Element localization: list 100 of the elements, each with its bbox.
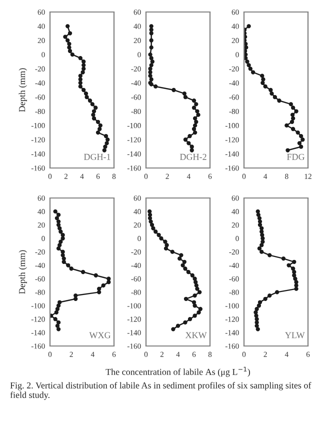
point (84, 95, 89, 100)
point (164, 243, 169, 248)
point (66, 24, 70, 28)
point (190, 273, 194, 278)
point (60, 236, 65, 240)
point (106, 280, 111, 284)
point (90, 102, 94, 106)
point (292, 260, 296, 264)
point (149, 63, 154, 68)
point (54, 310, 58, 314)
point (56, 212, 61, 217)
point (66, 263, 70, 268)
point (294, 286, 298, 291)
point (297, 141, 302, 146)
point (198, 290, 202, 294)
point (80, 270, 86, 274)
point (62, 260, 66, 264)
annotation: YLW (285, 332, 305, 338)
point (260, 232, 264, 238)
point (263, 84, 268, 89)
point (163, 240, 168, 244)
annotation: DGH-1 (84, 154, 110, 160)
point (182, 260, 186, 264)
annotation: FDG (287, 154, 305, 160)
point (150, 60, 154, 64)
point (148, 219, 153, 224)
point (196, 112, 200, 117)
point (246, 24, 251, 28)
point (94, 273, 98, 278)
point (82, 66, 86, 71)
point (256, 209, 260, 214)
point (82, 60, 86, 64)
point (268, 88, 273, 92)
point (96, 290, 102, 294)
point (284, 123, 289, 128)
point (148, 52, 152, 57)
point (156, 232, 161, 238)
point (149, 24, 154, 28)
point (149, 56, 154, 60)
point (53, 317, 58, 322)
point (154, 230, 158, 234)
point (281, 256, 286, 261)
point (149, 31, 154, 36)
point (104, 141, 109, 146)
point (254, 306, 259, 312)
point (98, 126, 102, 132)
point (261, 77, 266, 82)
point (290, 120, 294, 124)
point (68, 31, 72, 36)
point (96, 120, 100, 124)
point (260, 74, 264, 78)
point (194, 102, 198, 106)
point (154, 84, 158, 89)
point (56, 327, 61, 332)
point (92, 109, 96, 114)
point (178, 256, 182, 261)
point (272, 95, 278, 100)
point (183, 320, 188, 325)
point (101, 283, 106, 288)
point (268, 253, 272, 258)
point (258, 222, 262, 227)
point (82, 88, 86, 92)
point (260, 250, 264, 254)
point (67, 45, 72, 50)
point (50, 314, 54, 318)
point (184, 296, 188, 301)
point (248, 66, 252, 71)
point (190, 144, 194, 149)
point (260, 80, 265, 85)
point (257, 216, 262, 220)
point (198, 306, 202, 312)
point (257, 246, 262, 251)
point (149, 45, 154, 50)
point (260, 243, 264, 248)
point (102, 148, 106, 152)
point (58, 243, 62, 248)
point (104, 134, 108, 138)
point (290, 116, 296, 120)
point (170, 250, 174, 254)
point (69, 266, 74, 271)
point (151, 226, 156, 230)
point (192, 130, 198, 135)
point (88, 98, 92, 103)
point (186, 141, 191, 146)
point (149, 38, 154, 42)
point (94, 106, 98, 110)
point (78, 77, 82, 82)
point (60, 253, 65, 258)
point (192, 314, 197, 318)
point (290, 112, 295, 117)
point (286, 148, 290, 152)
point (148, 74, 152, 78)
point (91, 112, 96, 117)
point (194, 120, 198, 124)
point (192, 304, 197, 308)
point (164, 246, 168, 251)
point (195, 286, 200, 291)
point (98, 123, 102, 128)
point (176, 324, 180, 328)
point (78, 56, 82, 60)
